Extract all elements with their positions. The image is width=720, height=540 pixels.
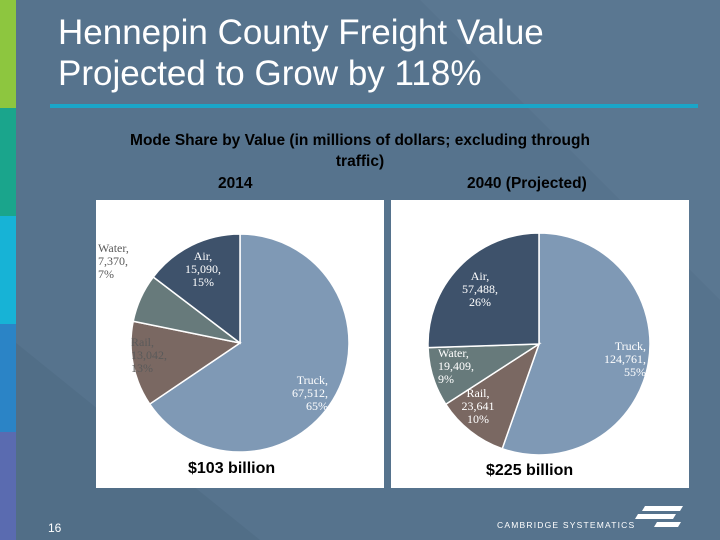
pie-chart-2040: Truck, 124,761, 55% Rail, 23,641 10%Water, 19,… bbox=[427, 232, 651, 456]
logo-text: CAMBRIDGE SYSTEMATICS bbox=[497, 520, 636, 530]
slice-label-truck-2040: Truck, 124,761, 55% bbox=[604, 339, 646, 379]
pie-panel-2014: Truck, 67,512, 65% Rail, 13,042, 13% Water, 7,3… bbox=[96, 200, 384, 488]
company-logo: CAMBRIDGE SYSTEMATICS bbox=[497, 500, 687, 532]
chart-title: Mode Share by Value (in millions of doll… bbox=[130, 132, 590, 170]
slide-title: Hennepin County Freight Value Projected … bbox=[58, 13, 544, 93]
pie-slice-air-2040 bbox=[427, 232, 540, 349]
pie-slice-rail-2014 bbox=[130, 320, 242, 406]
slice-label-rail-2040: Rail, 23,641 10% bbox=[462, 386, 495, 426]
slice-label-water-2014: Water, 7,370, 7% bbox=[98, 241, 129, 281]
pie-chart-2014: Truck, 67,512, 65% Rail, 13,042, 13% Water, 7,3… bbox=[98, 233, 350, 453]
total-label-2014: $103 billion bbox=[188, 460, 276, 477]
total-label-2040: $225 billion bbox=[486, 462, 574, 479]
panel-label-2040: 2040 (Projected) bbox=[467, 175, 587, 192]
pie-slice-air-2014 bbox=[152, 233, 241, 345]
side-color-bar-cyan bbox=[0, 216, 16, 324]
page-number: 16 bbox=[48, 521, 62, 535]
slice-label-air-2040: Air, 57,488, 26% bbox=[462, 269, 498, 309]
title-underline bbox=[50, 104, 698, 108]
pie-slice-rail-2040 bbox=[444, 342, 541, 450]
pie-panel-2040: Truck, 124,761, 55% Rail, 23,641 10% Water, 19,… bbox=[391, 200, 689, 488]
side-color-bar-teal bbox=[0, 108, 16, 216]
side-color-bar-indigo bbox=[0, 432, 16, 540]
side-color-bar-green bbox=[0, 0, 16, 108]
panel-label-2014: 2014 bbox=[218, 175, 253, 192]
slice-label-water-2040: Water, 19,409, 9% bbox=[438, 346, 474, 386]
slice-label-air-2014: Air, 15,090, 15% bbox=[185, 249, 221, 289]
slice-label-rail-2014: Rail, 13,042, 13% bbox=[131, 335, 167, 375]
pie-slice-truck-2014 bbox=[148, 233, 350, 453]
side-color-bar-blue bbox=[0, 324, 16, 432]
logo-mark-icon bbox=[635, 506, 683, 527]
slice-label-truck-2014: Truck, 67,512, 65% bbox=[292, 373, 328, 413]
